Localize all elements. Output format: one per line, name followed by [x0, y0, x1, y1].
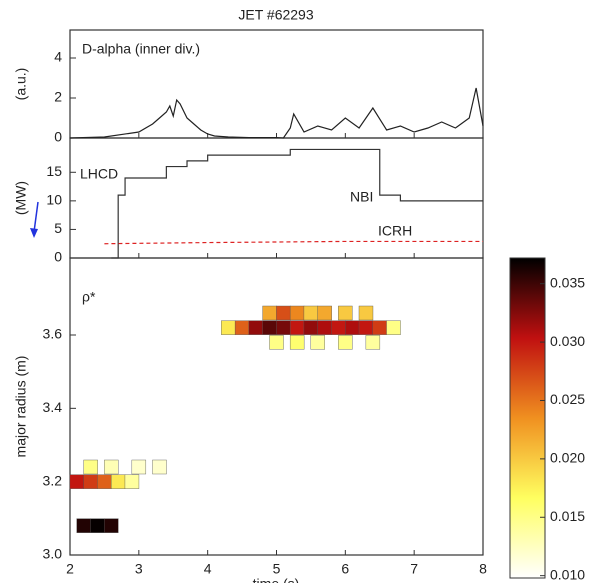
x-tick-label: 8	[479, 561, 487, 577]
contour-cell	[386, 320, 401, 335]
panel-frame	[69, 137, 484, 259]
x-axis-label: time (s)	[253, 576, 300, 583]
contour-cell	[317, 320, 332, 335]
contour-cell	[269, 335, 284, 350]
y-tick-label: 0	[54, 249, 62, 265]
y-tick-label: 4	[54, 49, 62, 65]
contour-cell	[110, 474, 126, 489]
contour-cell	[289, 335, 305, 350]
contour-cell	[83, 459, 98, 475]
contour-cell	[262, 305, 277, 321]
contour-cell	[248, 320, 264, 335]
x-tick-label: 6	[341, 561, 349, 577]
x-tick-label: 2	[66, 561, 74, 577]
contour-cell	[331, 320, 346, 335]
contour-cell	[358, 305, 374, 321]
y-tick-label: 3.2	[43, 472, 63, 488]
contour-cell	[262, 320, 277, 335]
y-tick-label: 15	[46, 163, 62, 179]
y-tick-label: 3.0	[43, 546, 63, 562]
contour-cell	[152, 459, 167, 475]
contour-cell	[338, 305, 353, 321]
y-axis-label: (MW)	[13, 181, 29, 215]
contour-cell	[338, 335, 353, 350]
contour-cell	[276, 320, 291, 335]
series-label: ICRH	[378, 223, 412, 239]
series-line	[104, 240, 483, 245]
x-tick-label: 7	[410, 561, 418, 577]
y-axis-label: (a.u.)	[13, 68, 29, 101]
y-tick-label: 5	[54, 220, 62, 236]
y-tick-label: 3.6	[43, 326, 63, 342]
chart-title: JET #62293	[238, 7, 313, 23]
y-axis-label: major radius (m)	[13, 356, 29, 458]
colorbar-tick-label: 0.015	[550, 508, 585, 524]
series-line	[69, 87, 484, 139]
y-tick-label: 2	[54, 89, 62, 105]
contour-cell	[276, 305, 291, 321]
contour-cell	[104, 518, 119, 533]
contour-cell	[131, 459, 147, 475]
annotation: ρ*	[82, 289, 96, 305]
panel-frame	[69, 257, 484, 556]
y-tick-label: 3.4	[43, 399, 63, 415]
x-tick-label: 5	[273, 561, 281, 577]
contour-cell	[69, 474, 85, 489]
colorbar-tick-label: 0.010	[550, 566, 585, 582]
annotation: D-alpha (inner div.)	[82, 41, 200, 57]
contour-cell	[358, 320, 374, 335]
colorbar-tick-label: 0.030	[550, 333, 585, 349]
series-line	[111, 148, 483, 259]
contour-cell	[90, 518, 105, 533]
x-tick-label: 4	[204, 561, 212, 577]
contour-cell	[372, 320, 387, 335]
colorbar-tick-label: 0.035	[550, 274, 585, 290]
contour-cell	[289, 320, 305, 335]
series-label: NBI	[350, 189, 373, 205]
contour-cell	[365, 335, 381, 350]
contour-cell	[221, 320, 236, 335]
contour-cell	[76, 518, 91, 533]
contour-cell	[124, 474, 140, 489]
colorbar	[509, 257, 546, 579]
contour-cell	[83, 474, 98, 489]
y-tick-label: 0	[54, 129, 62, 145]
colorbar-tick-label: 0.020	[550, 450, 585, 466]
annotation: LHCD	[80, 166, 118, 182]
contour-cell	[303, 305, 319, 321]
contour-cell	[104, 459, 119, 475]
contour-cell	[310, 335, 325, 350]
contour-cell	[234, 320, 250, 335]
contour-cell	[317, 305, 332, 321]
contour-cell	[97, 474, 112, 489]
annotation-arrow	[33, 201, 39, 233]
colorbar-tick-label: 0.025	[550, 391, 585, 407]
x-tick-label: 3	[135, 561, 143, 577]
contour-cell	[345, 320, 360, 335]
y-tick-label: 10	[46, 192, 62, 208]
arrow-head	[30, 228, 38, 238]
contour-cell	[289, 305, 305, 321]
contour-cell	[303, 320, 319, 335]
